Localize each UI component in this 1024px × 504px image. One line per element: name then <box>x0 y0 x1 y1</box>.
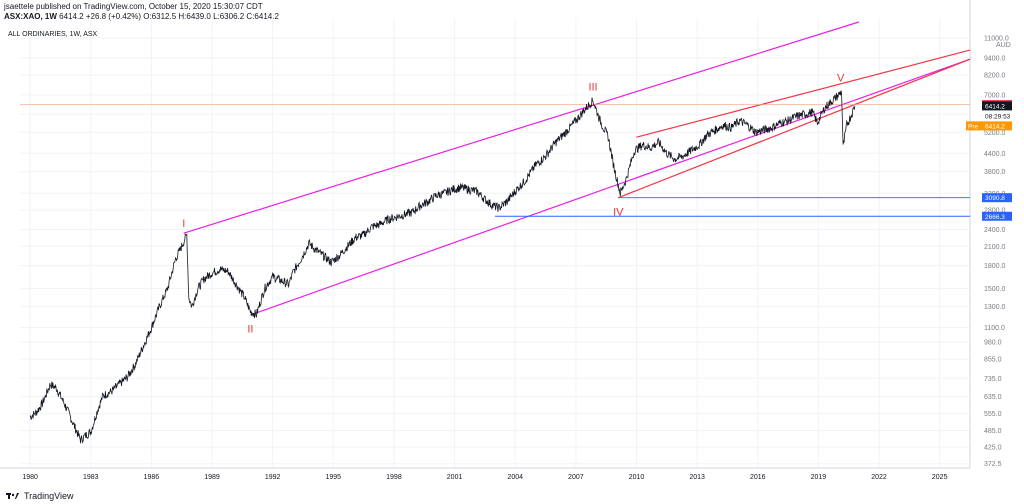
x-tick-label: 2013 <box>689 474 705 481</box>
last-price: 6414.2 <box>59 12 84 21</box>
x-tick-label: 2010 <box>629 474 645 481</box>
price-change: +26.8 (+0.42%) <box>85 12 141 21</box>
footer-brand[interactable]: TradingView <box>6 491 74 501</box>
wave-label-IV: IV <box>613 206 624 218</box>
y-tick-label: 1800.0 <box>984 263 1006 270</box>
x-tick-label: 1992 <box>265 474 281 481</box>
x-tick-label: 2022 <box>871 474 887 481</box>
x-tick-label: 2019 <box>811 474 827 481</box>
x-tick-label: 1983 <box>83 474 99 481</box>
tag-text: 08:29:53 <box>985 113 1011 120</box>
x-tick-label: 1980 <box>22 474 38 481</box>
x-tick-label: 1986 <box>144 474 160 481</box>
wave-label-V: V <box>837 73 845 85</box>
y-tick-label: 3800.0 <box>984 169 1006 176</box>
y-tick-label: 980.0 <box>984 340 1002 347</box>
symbol-label[interactable]: ASX:XAO, 1W <box>4 12 57 21</box>
x-tick-label: 2007 <box>568 474 584 481</box>
y-tick-label: 1300.0 <box>984 304 1006 311</box>
channel-upper-line[interactable] <box>183 21 860 234</box>
y-tick-label: 2800.0 <box>984 208 1006 215</box>
y-tick-label: 855.0 <box>984 357 1002 364</box>
x-tick-label: 2025 <box>932 474 948 481</box>
drawings[interactable] <box>20 21 971 316</box>
tag-text: 3090.8 <box>985 195 1005 202</box>
y-tick-label: 5200.0 <box>984 130 1006 137</box>
x-tick-label: 2016 <box>750 474 766 481</box>
y-tick-label: 485.0 <box>984 428 1002 435</box>
tag-text: 6414.2 <box>985 123 1005 130</box>
price-line <box>29 90 856 444</box>
y-tick-label: 2100.0 <box>984 244 1006 251</box>
channel-lower-line[interactable] <box>250 58 971 316</box>
y-tick-label: 425.0 <box>984 445 1002 452</box>
x-tick-label: 1998 <box>386 474 402 481</box>
x-tick-label: 1989 <box>204 474 220 481</box>
y-tick-label: 735.0 <box>984 376 1002 383</box>
y-tick-label: 1500.0 <box>984 286 1006 293</box>
tag-pre: Pre 6414.2 <box>966 121 1012 131</box>
ohlc-line: ASX:XAO, 1W 6414.2 +26.8 (+0.42%) O:6312… <box>4 12 279 22</box>
tag-bg <box>966 121 1012 131</box>
tag-bg <box>982 193 1012 203</box>
wedge-upper-line[interactable] <box>636 49 971 138</box>
y-tick-label: 4400.0 <box>984 151 1006 158</box>
footer-brand-text: TradingView <box>24 491 74 501</box>
y-unit-label: AUD <box>996 42 1011 49</box>
y-tick-label: 555.0 <box>984 411 1002 418</box>
y-tick-label: 2400.0 <box>984 227 1006 234</box>
y-tick-label: 372.5 <box>984 461 1002 468</box>
wave-label-II: II <box>247 324 253 336</box>
tag-bg <box>982 101 1012 111</box>
wave-label-III: III <box>588 82 597 94</box>
chart-title: ALL ORDINARIES, 1W, ASX <box>8 31 98 38</box>
y-tick-label: 11000.0 <box>984 36 1009 43</box>
tag-last: 6414.2 <box>982 101 1012 111</box>
tag-bg <box>982 211 1012 221</box>
publisher-line: jsaettele published on TradingView.com, … <box>4 2 263 11</box>
y-tick-label: 635.0 <box>984 394 1002 401</box>
tag-3090: 3090.8 <box>982 193 1012 203</box>
y-tick-label: 8200.0 <box>984 73 1006 80</box>
x-tick-label: 2004 <box>507 474 523 481</box>
tag-text: 2666.3 <box>985 214 1005 221</box>
grid <box>0 0 971 469</box>
x-tick-label: 1995 <box>326 474 342 481</box>
tag-2666: 2666.3 <box>982 211 1012 221</box>
time-axis[interactable]: 1980 1983 1986 1989 1992 1995 1998 2001 2004 2007… <box>22 474 947 481</box>
wave-label-I: I <box>182 218 185 230</box>
x-tick-label: 2001 <box>447 474 463 481</box>
price-tags: 6481.36414.208:29:53Pre6414.23090.82666.… <box>966 100 1012 221</box>
tag-text: 6414.2 <box>985 103 1005 110</box>
y-tick-label: 1100.0 <box>984 325 1005 332</box>
y-tick-label: 9400.0 <box>984 55 1006 62</box>
tradingview-logo-icon <box>6 492 20 500</box>
ohlc-values: O:6312.5 H:6439.0 L:6306.2 C:6414.2 <box>143 12 279 21</box>
chart-header: jsaettele published on TradingView.com, … <box>4 2 279 22</box>
tag-timer: 08:29:53 <box>982 111 1012 121</box>
wedge-lower-line[interactable] <box>618 58 971 199</box>
tag-prefix: Pre <box>968 123 979 130</box>
y-tick-label: 7000.0 <box>984 92 1006 99</box>
tag-bg <box>982 111 1012 121</box>
price-axis[interactable]: 11000.09400.08200.07000.06000.05200.0440… <box>984 36 1011 469</box>
